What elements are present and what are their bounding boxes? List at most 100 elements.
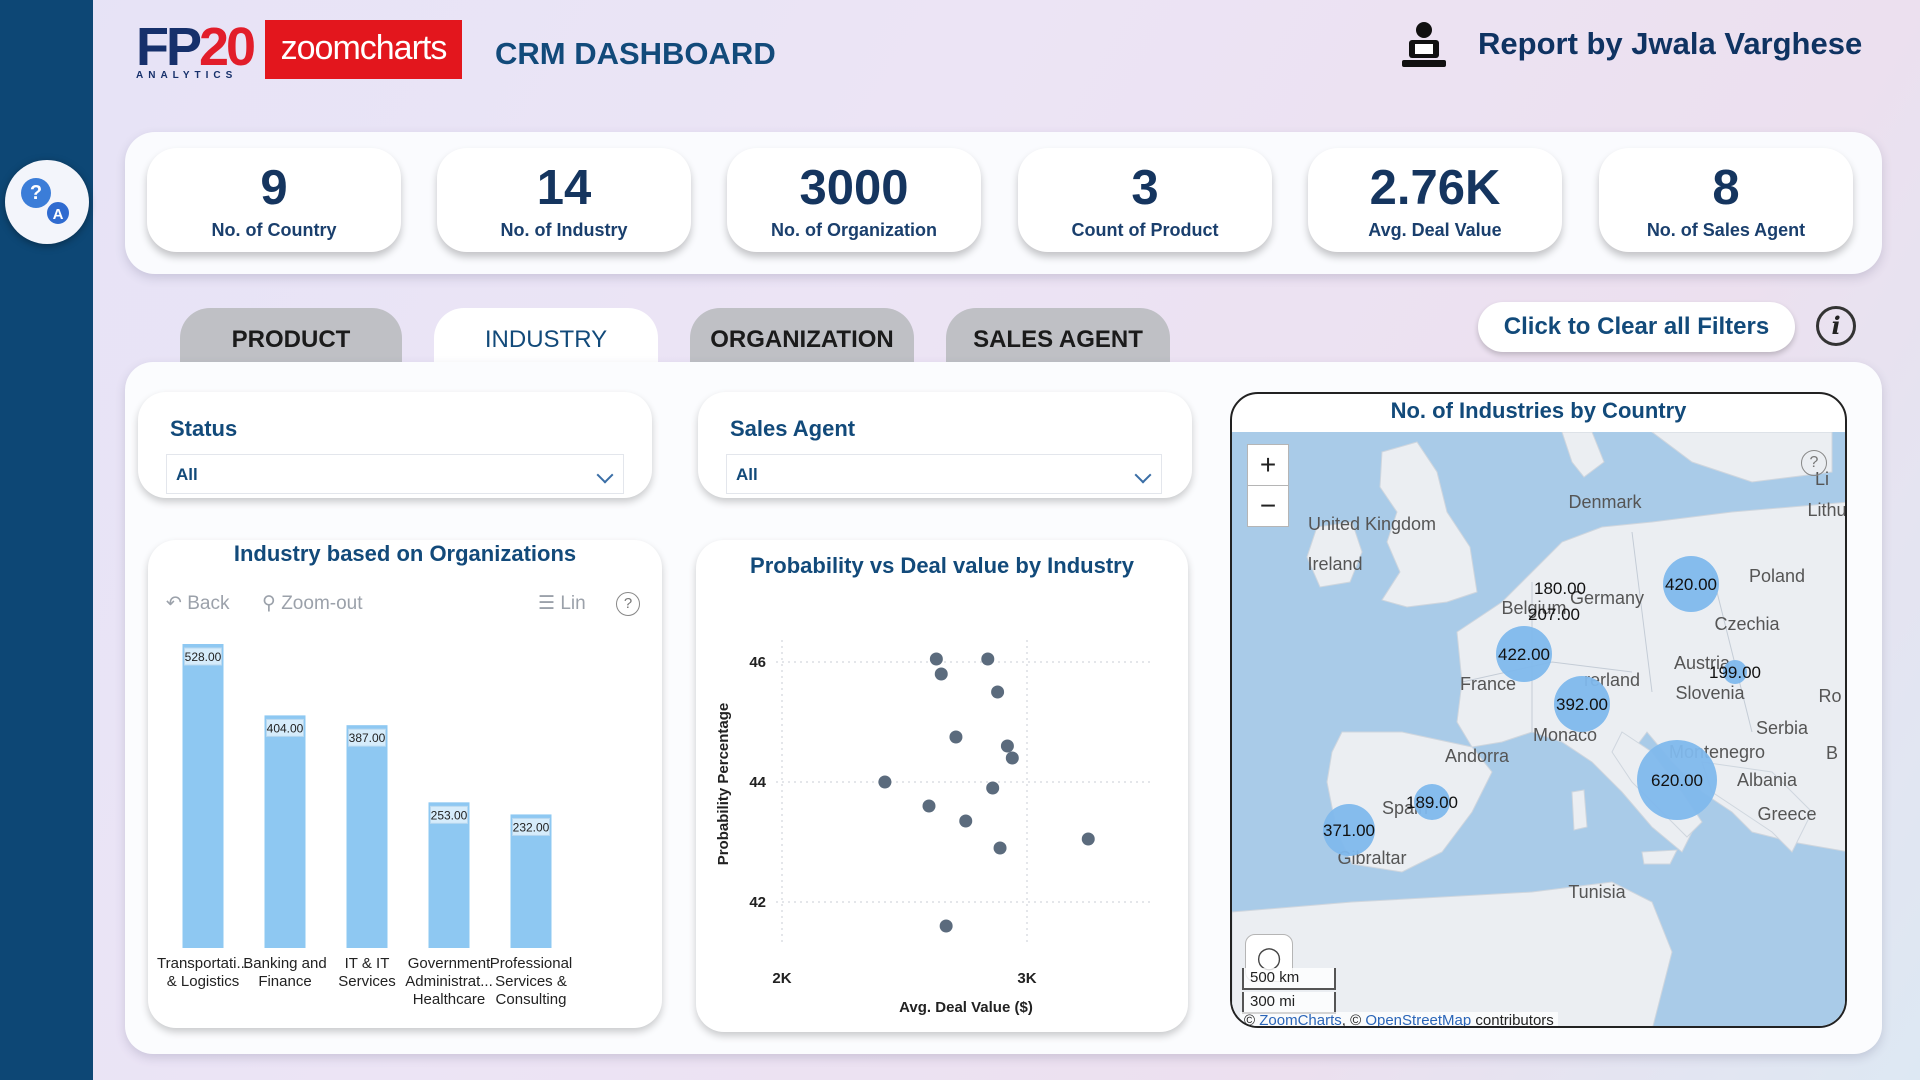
assistant-icon: A xyxy=(45,200,71,226)
page-title: CRM DASHBOARD xyxy=(495,36,776,71)
scatter-point[interactable] xyxy=(878,775,892,789)
scatter-point[interactable] xyxy=(993,841,1007,855)
map-place-label: Denmark xyxy=(1568,492,1642,512)
osm-link[interactable]: OpenStreetMap xyxy=(1365,1012,1472,1028)
map-place-label: Austria xyxy=(1673,653,1731,673)
sales-agent-dropdown[interactable]: All xyxy=(726,454,1162,494)
bar[interactable] xyxy=(182,644,224,948)
chart-title: No. of Industries by Country xyxy=(1390,398,1687,423)
tab-product[interactable]: PRODUCT xyxy=(180,308,402,368)
chart-help-icon[interactable]: ? xyxy=(616,592,640,616)
map-bubbles: 180.00 420.00 207.00 422.00 199.00 392.00 620.… xyxy=(1323,556,1761,856)
scatter-point[interactable] xyxy=(986,781,1000,795)
map-place-label: Czechia xyxy=(1714,614,1780,634)
scatter-point[interactable] xyxy=(939,919,953,933)
kpi-label: No. of Industry xyxy=(500,220,628,240)
country-bubble[interactable] xyxy=(1554,676,1610,732)
x-tick-label: 2K xyxy=(772,970,791,987)
country-bubble[interactable] xyxy=(1496,626,1552,682)
kpi-label: No. of Organization xyxy=(771,220,937,240)
map-place-label: Albania xyxy=(1736,770,1798,790)
map-place-label: France xyxy=(1459,674,1517,694)
bar-value-background xyxy=(430,805,468,824)
bar-category-label: Government xyxy=(408,955,491,972)
scatter-point[interactable] xyxy=(1081,832,1095,846)
attribution-suffix: contributors xyxy=(1475,1012,1554,1028)
tab-sales-agent[interactable]: SALES AGENT xyxy=(946,308,1170,368)
bar-chart: 528.00 Transportati...& Logistics 404.00 Ba… xyxy=(157,644,573,1008)
scatter-point[interactable] xyxy=(1005,751,1019,765)
bar-category-label: Administrat... xyxy=(405,973,493,990)
back-button[interactable]: ↶ Back xyxy=(166,592,229,615)
report-by-text: Report by Jwala Varghese xyxy=(1478,26,1863,61)
slicer-title: Sales Agent xyxy=(730,416,856,441)
kpi-card-country: 9 No. of Country xyxy=(147,148,401,252)
country-bubble[interactable] xyxy=(1723,660,1747,684)
bar-category-label: Consulting xyxy=(496,991,567,1008)
map-place-label: Lithu xyxy=(1807,500,1847,520)
tab-organization[interactable]: ORGANIZATION xyxy=(690,308,914,368)
bubble-value-label: 189.00 xyxy=(1406,793,1458,812)
linear-scale-button[interactable]: ☰ Lin xyxy=(538,592,586,615)
map-canvas[interactable]: Denmark United Kingdom Ireland Lithu Poland G… xyxy=(1232,432,1847,1028)
industry-bar-card: Industry based on Organizations ↶ Back ⚲… xyxy=(148,540,662,1028)
zoomcharts-logo: zoomcharts xyxy=(265,20,462,79)
country-bubble[interactable] xyxy=(1323,804,1375,856)
info-icon[interactable]: i xyxy=(1816,306,1856,346)
bar[interactable] xyxy=(346,725,388,948)
scatter-point[interactable] xyxy=(981,652,995,666)
scatter-point[interactable] xyxy=(959,814,973,828)
scatter-chart: 42 44 46 2K 3K Avg. Deal Value ($) Probability… xyxy=(715,640,1154,1016)
back-arrow-icon: ↶ xyxy=(166,593,182,614)
scatter-point[interactable] xyxy=(929,652,943,666)
help-assistant-button[interactable]: ? A xyxy=(5,160,89,244)
zoomcharts-link[interactable]: ZoomCharts xyxy=(1259,1012,1342,1028)
y-tick-label: 44 xyxy=(749,774,766,791)
chart-title: Probability vs Deal value by Industry xyxy=(750,553,1134,578)
kpi-label: Avg. Deal Value xyxy=(1368,220,1502,240)
scatter-point[interactable] xyxy=(991,685,1005,699)
kpi-card-industry: 14 No. of Industry xyxy=(437,148,691,252)
y-axis-title: Probability Percentage xyxy=(715,703,732,866)
magnifier-icon: ⚲ xyxy=(262,593,276,614)
bar-value-label: 253.00 xyxy=(431,808,468,822)
x-tick-label: 3K xyxy=(1017,970,1036,987)
scatter-point[interactable] xyxy=(949,730,963,744)
bar-category-label: IT & IT xyxy=(345,955,390,972)
zoom-out-map-button[interactable]: − xyxy=(1247,485,1289,527)
bar-category-label: Services & xyxy=(495,973,567,990)
scatter-point[interactable] xyxy=(1000,739,1014,753)
country-bubble[interactable] xyxy=(1414,784,1450,820)
country-bubble[interactable] xyxy=(1637,740,1717,820)
zoom-out-button[interactable]: ⚲ Zoom-out xyxy=(262,592,363,615)
bar-value-background xyxy=(512,817,550,836)
logo-num-text: 20 xyxy=(199,17,256,77)
kpi-value: 14 xyxy=(536,161,592,215)
scatter-point[interactable] xyxy=(934,667,948,681)
bar[interactable] xyxy=(428,802,470,948)
map-place-label: Slovenia xyxy=(1675,683,1745,703)
bar[interactable] xyxy=(264,715,306,948)
bubble-value-label: 371.00 xyxy=(1323,821,1375,840)
map-place-label: Ro xyxy=(1818,686,1842,706)
country-bubble[interactable] xyxy=(1663,556,1719,612)
map-help-icon[interactable]: ? xyxy=(1801,450,1827,476)
bar-category-label: Professional xyxy=(490,955,573,972)
bar-category-label: Healthcare xyxy=(413,991,486,1008)
status-dropdown[interactable]: All xyxy=(166,454,624,494)
bar-category-label: Transportati... xyxy=(157,955,249,972)
kpi-value: 9 xyxy=(260,161,288,215)
logo-fp-text: FP xyxy=(136,17,202,77)
tab-industry[interactable]: INDUSTRY xyxy=(434,308,658,368)
clear-filters-button[interactable]: Click to Clear all Filters xyxy=(1478,302,1795,352)
question-icon: ? xyxy=(21,178,51,208)
bar-value-label: 232.00 xyxy=(513,820,550,834)
kpi-label: Count of Product xyxy=(1071,220,1219,240)
bar[interactable] xyxy=(510,814,552,948)
zoom-in-button[interactable]: + xyxy=(1247,444,1289,486)
scatter-point[interactable] xyxy=(922,799,936,813)
map-place-label: Greece xyxy=(1757,804,1817,824)
kpi-card-sales-agent: 8 No. of Sales Agent xyxy=(1599,148,1853,252)
sales-agent-slicer: Sales Agent All xyxy=(698,392,1192,498)
sidebar: ? A xyxy=(0,0,93,1080)
